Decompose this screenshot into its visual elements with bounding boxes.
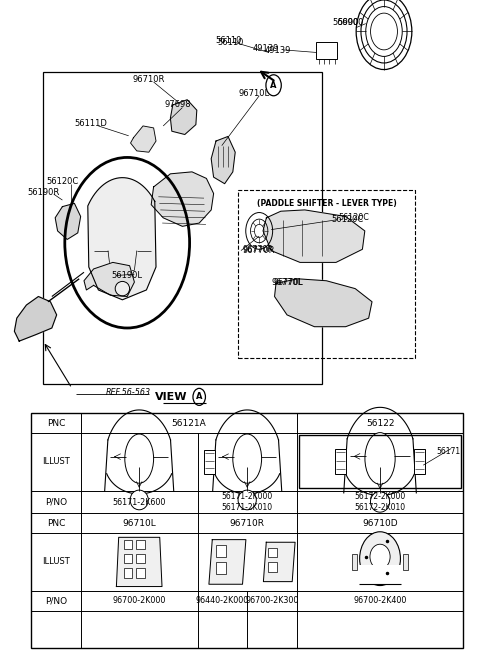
Text: 56122: 56122 — [366, 419, 394, 428]
Text: 96700-2K400: 96700-2K400 — [353, 596, 407, 605]
Text: 56120C: 56120C — [46, 177, 79, 186]
Text: 56111D: 56111D — [75, 119, 108, 128]
Text: 96710D: 96710D — [362, 519, 398, 527]
Bar — [414, 449, 425, 474]
Polygon shape — [275, 279, 372, 327]
Polygon shape — [264, 543, 295, 582]
Text: P/NO: P/NO — [45, 498, 67, 506]
Text: 49139: 49139 — [253, 44, 279, 53]
Polygon shape — [14, 297, 57, 341]
Bar — [124, 554, 132, 564]
Text: (PADDLE SHIFTER - LEVER TYPE): (PADDLE SHIFTER - LEVER TYPE) — [256, 199, 396, 208]
Text: 56120C: 56120C — [331, 215, 363, 224]
Bar — [238, 190, 415, 358]
Text: 56171-2K000
56171-2K010: 56171-2K000 56171-2K010 — [222, 493, 273, 512]
Text: PNC: PNC — [47, 419, 65, 428]
Ellipse shape — [130, 490, 148, 510]
Bar — [360, 565, 401, 584]
Text: 96710L: 96710L — [239, 89, 270, 98]
Ellipse shape — [238, 490, 256, 510]
Text: ILLUST: ILLUST — [42, 558, 70, 566]
Polygon shape — [116, 537, 162, 586]
Text: 96770R: 96770R — [242, 246, 275, 255]
Bar — [124, 569, 132, 578]
Text: 56121A: 56121A — [171, 419, 206, 428]
Text: 96710L: 96710L — [122, 519, 156, 527]
Ellipse shape — [233, 434, 262, 483]
Bar — [268, 548, 277, 558]
Text: A: A — [270, 81, 277, 90]
Bar — [403, 554, 408, 570]
Bar — [136, 569, 145, 578]
Bar — [204, 450, 215, 474]
Bar — [216, 545, 226, 557]
Bar — [216, 562, 226, 574]
Text: 56172-2K000
56172-2K010: 56172-2K000 56172-2K010 — [354, 493, 406, 512]
Text: 96770L: 96770L — [271, 277, 302, 287]
Text: 56900: 56900 — [337, 18, 364, 27]
Text: P/NO: P/NO — [45, 596, 67, 605]
Bar — [316, 42, 337, 59]
Bar — [43, 72, 322, 384]
Bar — [124, 540, 132, 549]
Bar — [352, 554, 357, 570]
Ellipse shape — [365, 432, 395, 484]
Text: 56110: 56110 — [216, 36, 241, 45]
Bar — [335, 449, 346, 474]
Polygon shape — [131, 126, 156, 152]
Text: REF.56-563: REF.56-563 — [106, 388, 151, 397]
Ellipse shape — [360, 532, 400, 586]
Ellipse shape — [370, 544, 390, 569]
Text: 96710R: 96710R — [132, 75, 165, 84]
Text: 96700-2K000: 96700-2K000 — [112, 596, 166, 605]
Text: ILLUST: ILLUST — [42, 457, 70, 466]
Text: 96770L: 96770L — [274, 277, 303, 287]
Polygon shape — [151, 172, 214, 226]
Text: 96700-2K300: 96700-2K300 — [245, 596, 299, 605]
Bar — [136, 540, 145, 549]
Text: 56120C: 56120C — [338, 213, 369, 222]
Text: 56190L: 56190L — [112, 271, 143, 280]
Text: 56171: 56171 — [437, 447, 461, 456]
Text: 56190R: 56190R — [27, 188, 60, 197]
Bar — [300, 436, 461, 488]
Text: 56171-2K600: 56171-2K600 — [112, 498, 166, 506]
Polygon shape — [84, 262, 134, 297]
Bar — [136, 554, 145, 564]
Ellipse shape — [371, 491, 390, 512]
Text: 56900: 56900 — [333, 18, 359, 28]
Text: 96770R: 96770R — [242, 245, 273, 254]
Polygon shape — [263, 210, 365, 262]
Polygon shape — [209, 540, 246, 584]
Polygon shape — [170, 100, 197, 134]
Polygon shape — [55, 203, 81, 239]
Text: 97698: 97698 — [164, 100, 191, 110]
Text: 96710R: 96710R — [230, 519, 264, 527]
Bar — [268, 562, 277, 572]
Text: A: A — [196, 392, 203, 401]
Ellipse shape — [115, 281, 130, 296]
Text: 56110: 56110 — [217, 38, 243, 47]
Text: 49139: 49139 — [264, 46, 290, 55]
Polygon shape — [211, 136, 235, 184]
Bar — [31, 413, 463, 648]
Ellipse shape — [125, 434, 154, 483]
Text: VIEW: VIEW — [155, 392, 187, 402]
Text: 96440-2K000: 96440-2K000 — [196, 596, 249, 605]
Text: PNC: PNC — [47, 519, 65, 527]
Polygon shape — [88, 178, 156, 300]
